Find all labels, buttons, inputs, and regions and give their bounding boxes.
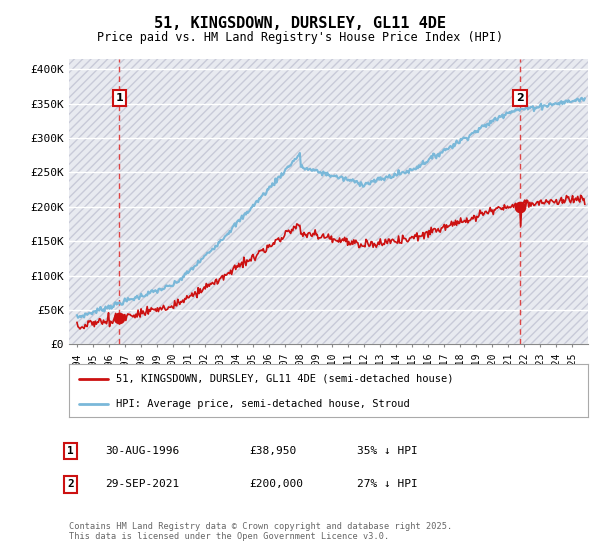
Text: 1: 1 xyxy=(116,93,124,103)
Text: £200,000: £200,000 xyxy=(249,479,303,489)
Text: 1: 1 xyxy=(67,446,74,456)
Point xyxy=(115,313,124,322)
Point xyxy=(515,202,525,211)
Text: 2: 2 xyxy=(67,479,74,489)
Text: 51, KINGSDOWN, DURSLEY, GL11 4DE (semi-detached house): 51, KINGSDOWN, DURSLEY, GL11 4DE (semi-d… xyxy=(116,374,453,384)
Text: 2: 2 xyxy=(516,93,524,103)
Text: 51, KINGSDOWN, DURSLEY, GL11 4DE: 51, KINGSDOWN, DURSLEY, GL11 4DE xyxy=(154,16,446,31)
Text: 29-SEP-2021: 29-SEP-2021 xyxy=(105,479,179,489)
Text: Price paid vs. HM Land Registry's House Price Index (HPI): Price paid vs. HM Land Registry's House … xyxy=(97,31,503,44)
Text: 30-AUG-1996: 30-AUG-1996 xyxy=(105,446,179,456)
Text: £38,950: £38,950 xyxy=(249,446,296,456)
Text: Contains HM Land Registry data © Crown copyright and database right 2025.
This d: Contains HM Land Registry data © Crown c… xyxy=(69,522,452,542)
Text: 35% ↓ HPI: 35% ↓ HPI xyxy=(357,446,418,456)
Text: HPI: Average price, semi-detached house, Stroud: HPI: Average price, semi-detached house,… xyxy=(116,399,409,409)
Text: 27% ↓ HPI: 27% ↓ HPI xyxy=(357,479,418,489)
